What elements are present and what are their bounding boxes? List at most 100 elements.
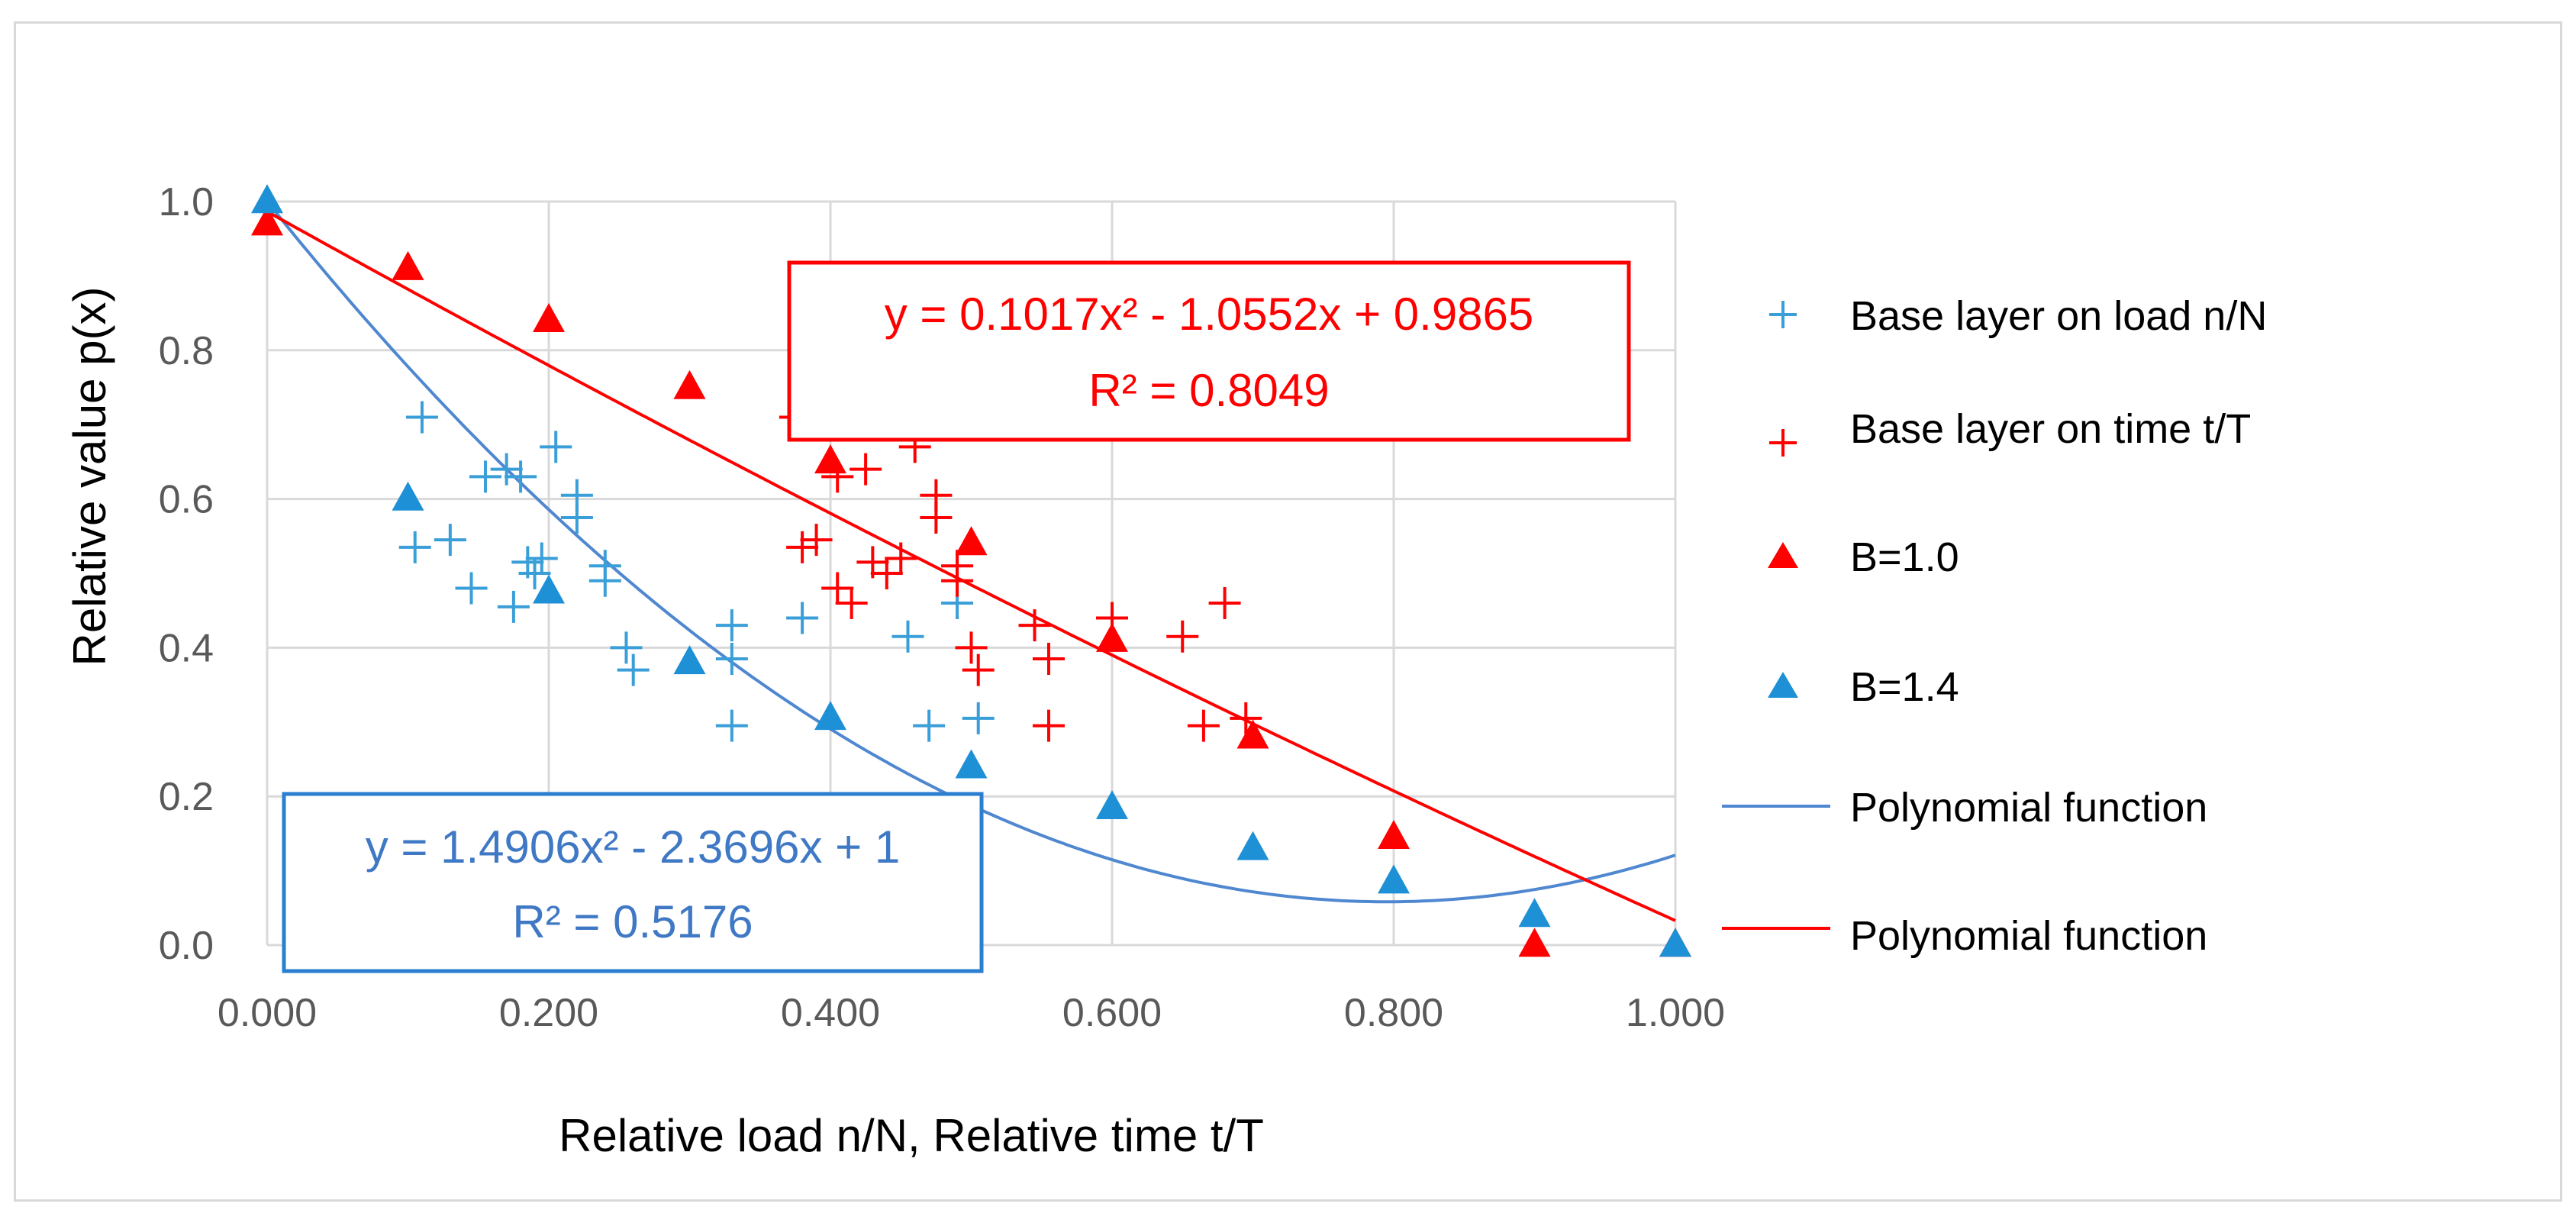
triangle-point xyxy=(955,749,988,779)
legend-marker-base-time xyxy=(1769,429,1797,457)
triangle-point xyxy=(1518,928,1551,957)
blue-r-squared: R² = 0.5176 xyxy=(512,896,753,947)
triangle-point xyxy=(392,250,424,280)
triangle-point xyxy=(533,574,565,604)
red-equation: y = 0.1017x² - 1.0552x + 0.9865 xyxy=(885,289,1534,340)
x-tick-label: 0.800 xyxy=(1344,991,1443,1035)
triangle-point xyxy=(955,526,988,556)
plus-point xyxy=(835,586,868,619)
plus-point xyxy=(1208,586,1241,619)
tick-labels: 0.000 0.200 0.400 0.600 0.800 1.000 0.0 0.2 0.4 0… xyxy=(159,180,1725,1035)
y-tick-label: 0.0 xyxy=(159,924,214,968)
red-equation-box xyxy=(787,260,1631,442)
triangle-point xyxy=(673,645,706,675)
triangle-point xyxy=(1236,719,1269,749)
plus-point xyxy=(715,643,748,676)
legend-label-poly-red: Polynomial function xyxy=(1850,913,2207,959)
triangle-point xyxy=(251,184,283,214)
plus-point xyxy=(870,557,903,589)
triangle-point xyxy=(1236,831,1269,860)
plus-point xyxy=(1032,709,1065,742)
plus-point xyxy=(920,501,953,534)
triangle-point xyxy=(1378,864,1410,894)
triangle-point xyxy=(1096,622,1128,652)
chart-frame xyxy=(14,21,2562,1202)
legend-item-b14: B=1.4 xyxy=(1768,664,1959,710)
y-tick-label: 0.4 xyxy=(159,626,214,670)
legend-item-poly-blue: Polynomial function xyxy=(1722,785,2207,831)
data-marks xyxy=(251,184,1691,957)
x-tick-label: 0.600 xyxy=(1062,991,1162,1035)
plus-point xyxy=(455,572,488,605)
plus-point xyxy=(913,709,946,742)
plus-point xyxy=(617,653,650,686)
y-axis-title: Relative value p(x) xyxy=(64,287,115,666)
plus-point xyxy=(962,653,995,686)
plus-point xyxy=(850,453,882,486)
x-tick-label: 0.000 xyxy=(218,991,317,1035)
plus-point xyxy=(610,631,643,664)
plus-point xyxy=(941,564,974,597)
legend-label-b10: B=1.0 xyxy=(1850,534,1959,580)
plus-point xyxy=(497,590,530,623)
plus-point xyxy=(434,524,466,557)
plus-point xyxy=(588,564,621,597)
y-tick-label: 0.8 xyxy=(159,329,214,373)
plus-point xyxy=(1166,620,1199,653)
x-axis-title: Relative load n/N, Relative time t/T xyxy=(559,1110,1264,1161)
legend-item-b10: B=1.0 xyxy=(1768,534,1959,580)
plus-point xyxy=(398,531,431,563)
x-tick-label: 0.200 xyxy=(499,991,598,1035)
legend-item-poly-red: Polynomial function xyxy=(1722,913,2207,959)
plus-point xyxy=(490,453,523,486)
plus-point xyxy=(560,501,593,534)
legend-marker-b14 xyxy=(1768,672,1798,698)
legend-item-base-time: Base layer on time t/T xyxy=(1769,406,2251,457)
triangle-point xyxy=(814,444,846,474)
plus-point xyxy=(505,460,537,493)
legend-marker-base-load xyxy=(1769,301,1797,328)
x-tick-label: 1.000 xyxy=(1626,991,1725,1035)
plus-point xyxy=(1187,709,1220,742)
legend-label-base-load: Base layer on load n/N xyxy=(1850,293,2267,339)
plus-point xyxy=(715,709,748,742)
legend-item-base-load: Base layer on load n/N xyxy=(1769,293,2267,339)
triangle-point xyxy=(251,206,283,236)
triangle-point xyxy=(673,369,706,399)
plus-point xyxy=(800,524,833,557)
plus-point xyxy=(1032,643,1065,676)
triangle-point xyxy=(392,481,424,511)
trend-line-red xyxy=(266,210,1676,922)
plus-point xyxy=(469,460,501,493)
plus-point xyxy=(821,572,854,605)
plus-point xyxy=(405,401,438,434)
y-tick-label: 1.0 xyxy=(159,180,214,224)
legend: Base layer on load n/N Base layer on tim… xyxy=(1722,293,2267,959)
plus-point xyxy=(786,531,819,563)
triangle-point xyxy=(814,701,846,731)
plus-point xyxy=(885,542,917,575)
plus-point xyxy=(1018,609,1051,642)
plus-point xyxy=(891,620,924,653)
x-tick-label: 0.400 xyxy=(781,991,880,1035)
triangle-point xyxy=(1659,928,1691,957)
plus-point xyxy=(540,431,572,463)
legend-label-poly-blue: Polynomial function xyxy=(1850,785,2207,831)
triangle-point xyxy=(1096,790,1128,820)
plus-point xyxy=(518,557,551,589)
legend-label-base-time: Base layer on time t/T xyxy=(1850,406,2251,452)
triangle-point xyxy=(1518,898,1551,928)
plus-point xyxy=(955,631,988,664)
legend-label-b14: B=1.4 xyxy=(1850,664,1959,710)
red-r-squared: R² = 0.8049 xyxy=(1088,365,1329,416)
plus-point xyxy=(1230,702,1262,734)
blue-equation: y = 1.4906x² - 2.3696x + 1 xyxy=(366,821,900,873)
legend-marker-b10 xyxy=(1768,542,1798,568)
plus-point xyxy=(962,702,995,734)
plus-point xyxy=(525,542,558,575)
plus-point xyxy=(715,609,748,642)
blue-equation-box xyxy=(282,792,984,973)
y-tick-label: 0.6 xyxy=(159,478,214,522)
triangle-point xyxy=(1378,819,1410,849)
